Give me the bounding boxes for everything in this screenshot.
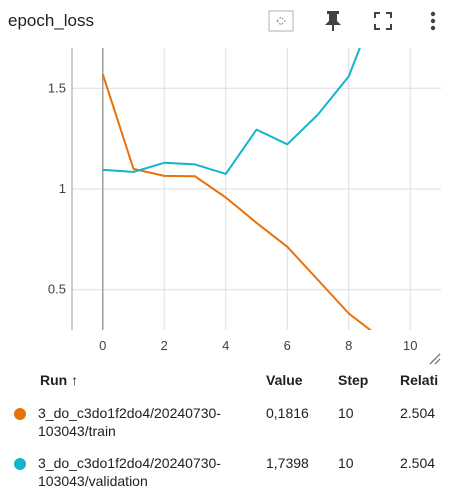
more-vert-icon[interactable] [420, 8, 446, 34]
run-name: 3_do_c3do1f2do4/20240730- 103043/validat… [38, 455, 221, 489]
resize-handle-icon[interactable] [428, 352, 442, 366]
table-row[interactable]: 3_do_c3do1f2do4/20240730- 103043/validat… [0, 452, 459, 492]
card-header: epoch_loss [0, 0, 459, 44]
run-name: 3_do_c3do1f2do4/20240730- 103043/train [38, 405, 221, 439]
fullscreen-icon[interactable] [370, 8, 396, 34]
x-tick-label: 0 [99, 338, 106, 353]
column-header-run[interactable]: Run ↑ [40, 372, 79, 388]
fit-domain-icon[interactable] [268, 8, 294, 34]
run-step: 10 [338, 455, 354, 471]
column-header-step[interactable]: Step [338, 372, 369, 388]
pin-icon[interactable] [320, 8, 346, 34]
run-relative: 2.504 [400, 455, 436, 471]
y-tick-label: 1 [59, 181, 66, 196]
run-step: 10 [338, 405, 354, 421]
column-header-relative[interactable]: Relati [400, 372, 439, 388]
run-value: 0,1816 [266, 405, 309, 421]
x-tick-label: 4 [222, 338, 229, 353]
chart-title: epoch_loss [8, 11, 95, 30]
table-row[interactable]: 3_do_c3do1f2do4/20240730- 103043/train 0… [0, 402, 459, 442]
run-value: 1,7398 [266, 455, 309, 471]
validation-color-dot [14, 458, 26, 470]
x-tick-label: 10 [403, 338, 417, 353]
x-tick-label: 6 [284, 338, 291, 353]
y-tick-label: 1.5 [48, 80, 66, 95]
run-relative: 2.504 [400, 405, 436, 421]
x-tick-label: 2 [161, 338, 168, 353]
x-tick-label: 8 [345, 338, 352, 353]
y-tick-label: 0.5 [48, 282, 66, 297]
validation-series-line [102, 48, 361, 175]
line-chart[interactable]: 0 2 4 6 8 10 0.5 1 1.5 [0, 44, 459, 374]
train-series-line [101, 73, 372, 330]
train-color-dot [14, 408, 26, 420]
column-header-value[interactable]: Value [266, 372, 303, 388]
